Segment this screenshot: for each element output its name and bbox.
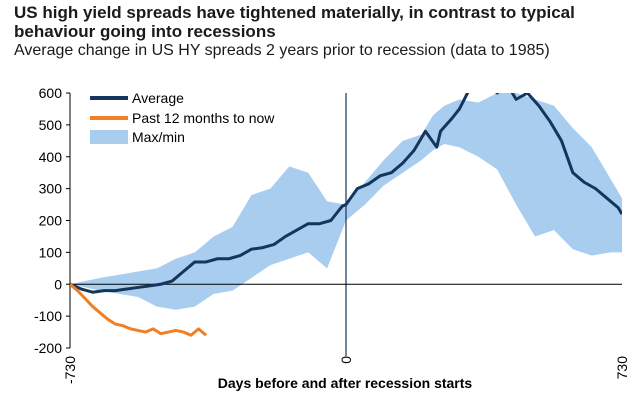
max-min-band-layer	[70, 93, 622, 310]
max-min-band	[70, 93, 622, 310]
x-axis-label: Days before and after recession starts	[218, 375, 473, 391]
legend-average-label: Average	[132, 90, 184, 106]
series-lines-layer	[70, 93, 622, 337]
y-tick-label: 200	[39, 213, 63, 229]
average-series-line	[70, 93, 622, 294]
tick-labels-layer: -200 -100 0 100 200 300 400 500 600 -730 0 730	[34, 85, 630, 384]
chart-subtitle: Average change in US HY spreads 2 years …	[14, 42, 550, 59]
legend-maxmin-label: Max/min	[132, 129, 185, 145]
y-tick-label: 100	[39, 244, 63, 260]
chart-title: US high yield spreads have tightened mat…	[14, 3, 575, 41]
x-tick-label: 0	[338, 356, 354, 364]
legend: Average Past 12 months to now Max/min	[90, 90, 275, 145]
legend-maxmin-swatch	[90, 130, 128, 144]
legend-past12-label: Past 12 months to now	[132, 110, 275, 126]
y-tick-label: -200	[34, 340, 62, 356]
x-tick-label: -730	[62, 356, 78, 384]
x-tick-label: 730	[614, 356, 630, 380]
y-tick-label: 300	[39, 181, 63, 197]
y-tick-label: 0	[54, 276, 62, 292]
y-tick-label: 600	[39, 85, 63, 101]
y-tick-label: 400	[39, 149, 63, 165]
past-12-months-series-line	[70, 283, 208, 337]
y-tick-label: 500	[39, 117, 63, 133]
y-tick-label: -100	[34, 308, 62, 324]
